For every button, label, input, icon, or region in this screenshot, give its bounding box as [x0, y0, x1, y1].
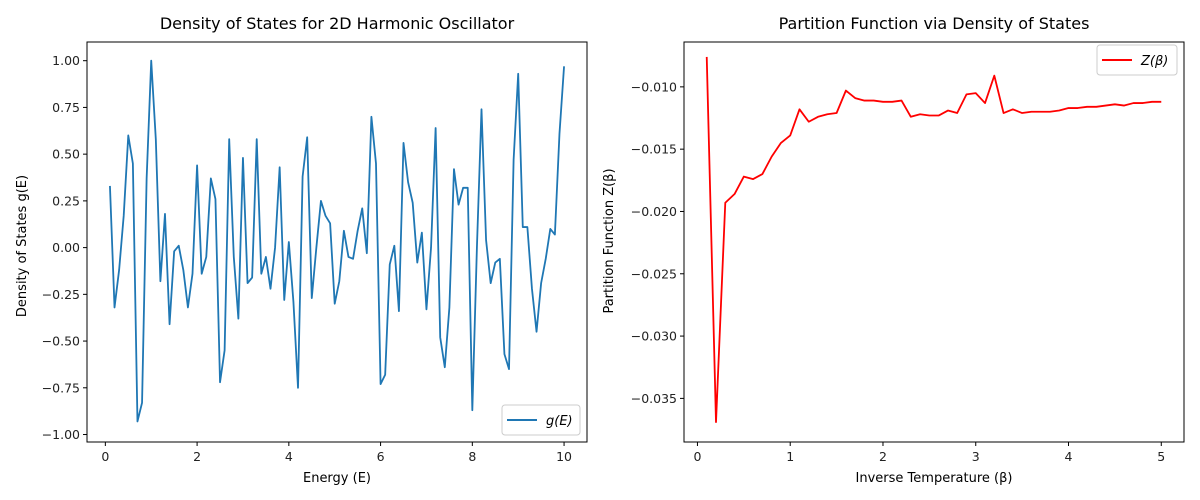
y-tick-label: −0.030 — [631, 329, 677, 344]
partition-chart: Partition Function via Density of States… — [602, 14, 1185, 486]
y-ticks: −1.00 −0.75 −0.50 −0.25 0.00 0.25 0.50 0.75 1.00 — [42, 53, 87, 442]
y-tick-label: 1.00 — [52, 53, 80, 68]
plot-area — [705, 56, 1162, 423]
axes-frame — [86, 41, 588, 443]
x-tick-label: 4 — [1065, 449, 1073, 464]
x-tick-label: 2 — [193, 449, 201, 464]
y-tick-label: −0.75 — [42, 380, 80, 395]
legend-box — [501, 404, 581, 436]
y-tick-label: −0.50 — [42, 334, 80, 349]
legend-box — [1096, 44, 1178, 76]
x-ticks: 0 2 4 6 8 10 — [101, 442, 572, 464]
x-axis-label: Energy (E) — [303, 471, 371, 486]
dos-chart: Density of States for 2D Harmonic Oscill… — [15, 14, 588, 486]
y-tick-label: 0.00 — [52, 240, 80, 255]
y-tick-label: 0.25 — [52, 193, 80, 208]
y-tick-label: −0.25 — [42, 287, 80, 302]
legend-label: g(E) — [546, 414, 573, 429]
plot-area — [109, 59, 565, 423]
y-tick-label: 0.50 — [52, 147, 80, 162]
chart-title: Partition Function via Density of States — [779, 14, 1090, 33]
y-tick-label: −0.025 — [631, 266, 677, 281]
y-axis-label: Partition Function Z(β) — [602, 168, 617, 313]
x-tick-label: 2 — [879, 449, 887, 464]
y-tick-label: −0.010 — [631, 79, 677, 94]
series-line — [109, 59, 565, 423]
legend-label: Z(β) — [1140, 54, 1168, 69]
x-ticks: 0 1 2 3 4 5 — [693, 442, 1165, 464]
y-ticks: −0.035 −0.030 −0.025 −0.020 −0.015 −0.010 — [631, 79, 684, 406]
x-tick-label: 3 — [972, 449, 980, 464]
x-tick-label: 5 — [1157, 449, 1165, 464]
x-tick-label: 1 — [786, 449, 794, 464]
y-axis-label: Density of States g(E) — [15, 175, 30, 317]
x-tick-label: 0 — [693, 449, 701, 464]
y-tick-label: −0.020 — [631, 204, 677, 219]
x-tick-label: 6 — [377, 449, 385, 464]
x-tick-label: 4 — [285, 449, 293, 464]
x-tick-label: 8 — [468, 449, 476, 464]
series-line — [705, 56, 1162, 423]
y-tick-label: −0.035 — [631, 391, 677, 406]
x-tick-label: 0 — [101, 449, 109, 464]
y-tick-label: −0.015 — [631, 142, 677, 157]
x-axis-label: Inverse Temperature (β) — [856, 471, 1013, 486]
axes-frame — [683, 41, 1185, 443]
y-tick-label: 0.75 — [52, 100, 80, 115]
chart-title: Density of States for 2D Harmonic Oscill… — [160, 14, 515, 33]
y-tick-label: −1.00 — [42, 427, 80, 442]
legend: g(E) — [501, 404, 581, 436]
legend: Z(β) — [1096, 44, 1178, 76]
x-tick-label: 10 — [556, 449, 572, 464]
